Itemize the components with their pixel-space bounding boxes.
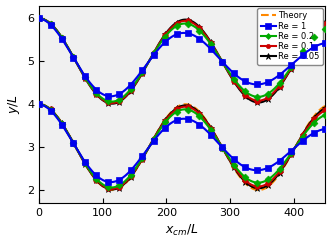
Line: Re = 1: Re = 1 bbox=[39, 104, 325, 182]
Re = 0.05 bbox=[315, 113, 319, 116]
Re = 0.2 bbox=[263, 180, 267, 183]
Theory bbox=[263, 187, 267, 190]
Re = 0.1 bbox=[37, 103, 41, 106]
Re = 0.1 bbox=[263, 184, 267, 187]
Re = 0.2 bbox=[315, 118, 319, 121]
Re = 0.1 bbox=[110, 187, 114, 190]
Re = 0.2 bbox=[52, 111, 56, 114]
Line: Re = 0.05: Re = 0.05 bbox=[39, 104, 325, 190]
Re = 1 bbox=[263, 168, 267, 171]
Re = 1 bbox=[169, 122, 173, 125]
Re = 0.1 bbox=[52, 111, 56, 114]
Re = 0.05 bbox=[52, 111, 56, 114]
Theory bbox=[37, 103, 41, 106]
X-axis label: $x_{cm}/L$: $x_{cm}/L$ bbox=[166, 223, 199, 238]
Re = 0.05 bbox=[169, 112, 173, 115]
Re = 1 bbox=[52, 112, 56, 115]
Re = 0.1 bbox=[323, 109, 327, 112]
Re = 0.05 bbox=[323, 107, 327, 110]
Re = 0.2 bbox=[323, 113, 327, 116]
Re = 0.05 bbox=[176, 106, 180, 109]
Re = 0.2 bbox=[315, 118, 319, 121]
Re = 0.2 bbox=[37, 103, 41, 106]
Re = 1 bbox=[176, 118, 180, 121]
Re = 0.2 bbox=[176, 109, 180, 112]
Theory bbox=[315, 111, 319, 114]
Theory bbox=[110, 189, 114, 192]
Theory bbox=[176, 105, 180, 108]
Line: Re = 0.1: Re = 0.1 bbox=[39, 104, 325, 189]
Theory bbox=[52, 111, 56, 114]
Re = 0.1 bbox=[315, 115, 319, 118]
Re = 1 bbox=[315, 130, 319, 133]
Re = 0.05 bbox=[110, 188, 114, 191]
Re = 1 bbox=[37, 103, 41, 106]
Y-axis label: $y/L$: $y/L$ bbox=[6, 94, 22, 114]
Line: Re = 0.2: Re = 0.2 bbox=[39, 104, 325, 187]
Line: Theory: Theory bbox=[39, 104, 325, 190]
Re = 1 bbox=[315, 130, 319, 133]
Re = 0.05 bbox=[263, 185, 267, 188]
Re = 0.1 bbox=[169, 113, 173, 116]
Theory bbox=[315, 111, 319, 114]
Theory bbox=[169, 111, 173, 114]
Re = 1 bbox=[323, 127, 327, 130]
Re = 0.1 bbox=[315, 114, 319, 117]
Re = 0.2 bbox=[169, 115, 173, 118]
Re = 0.05 bbox=[315, 113, 319, 116]
Re = 0.1 bbox=[176, 107, 180, 110]
Re = 0.2 bbox=[110, 186, 114, 189]
Theory bbox=[323, 104, 327, 107]
Legend: Theory, Re = 1, Re = 0.2, Re = 0.1, Re = 0.05: Theory, Re = 1, Re = 0.2, Re = 0.1, Re =… bbox=[258, 8, 323, 65]
Re = 0.05 bbox=[37, 103, 41, 106]
Re = 1 bbox=[109, 181, 113, 183]
